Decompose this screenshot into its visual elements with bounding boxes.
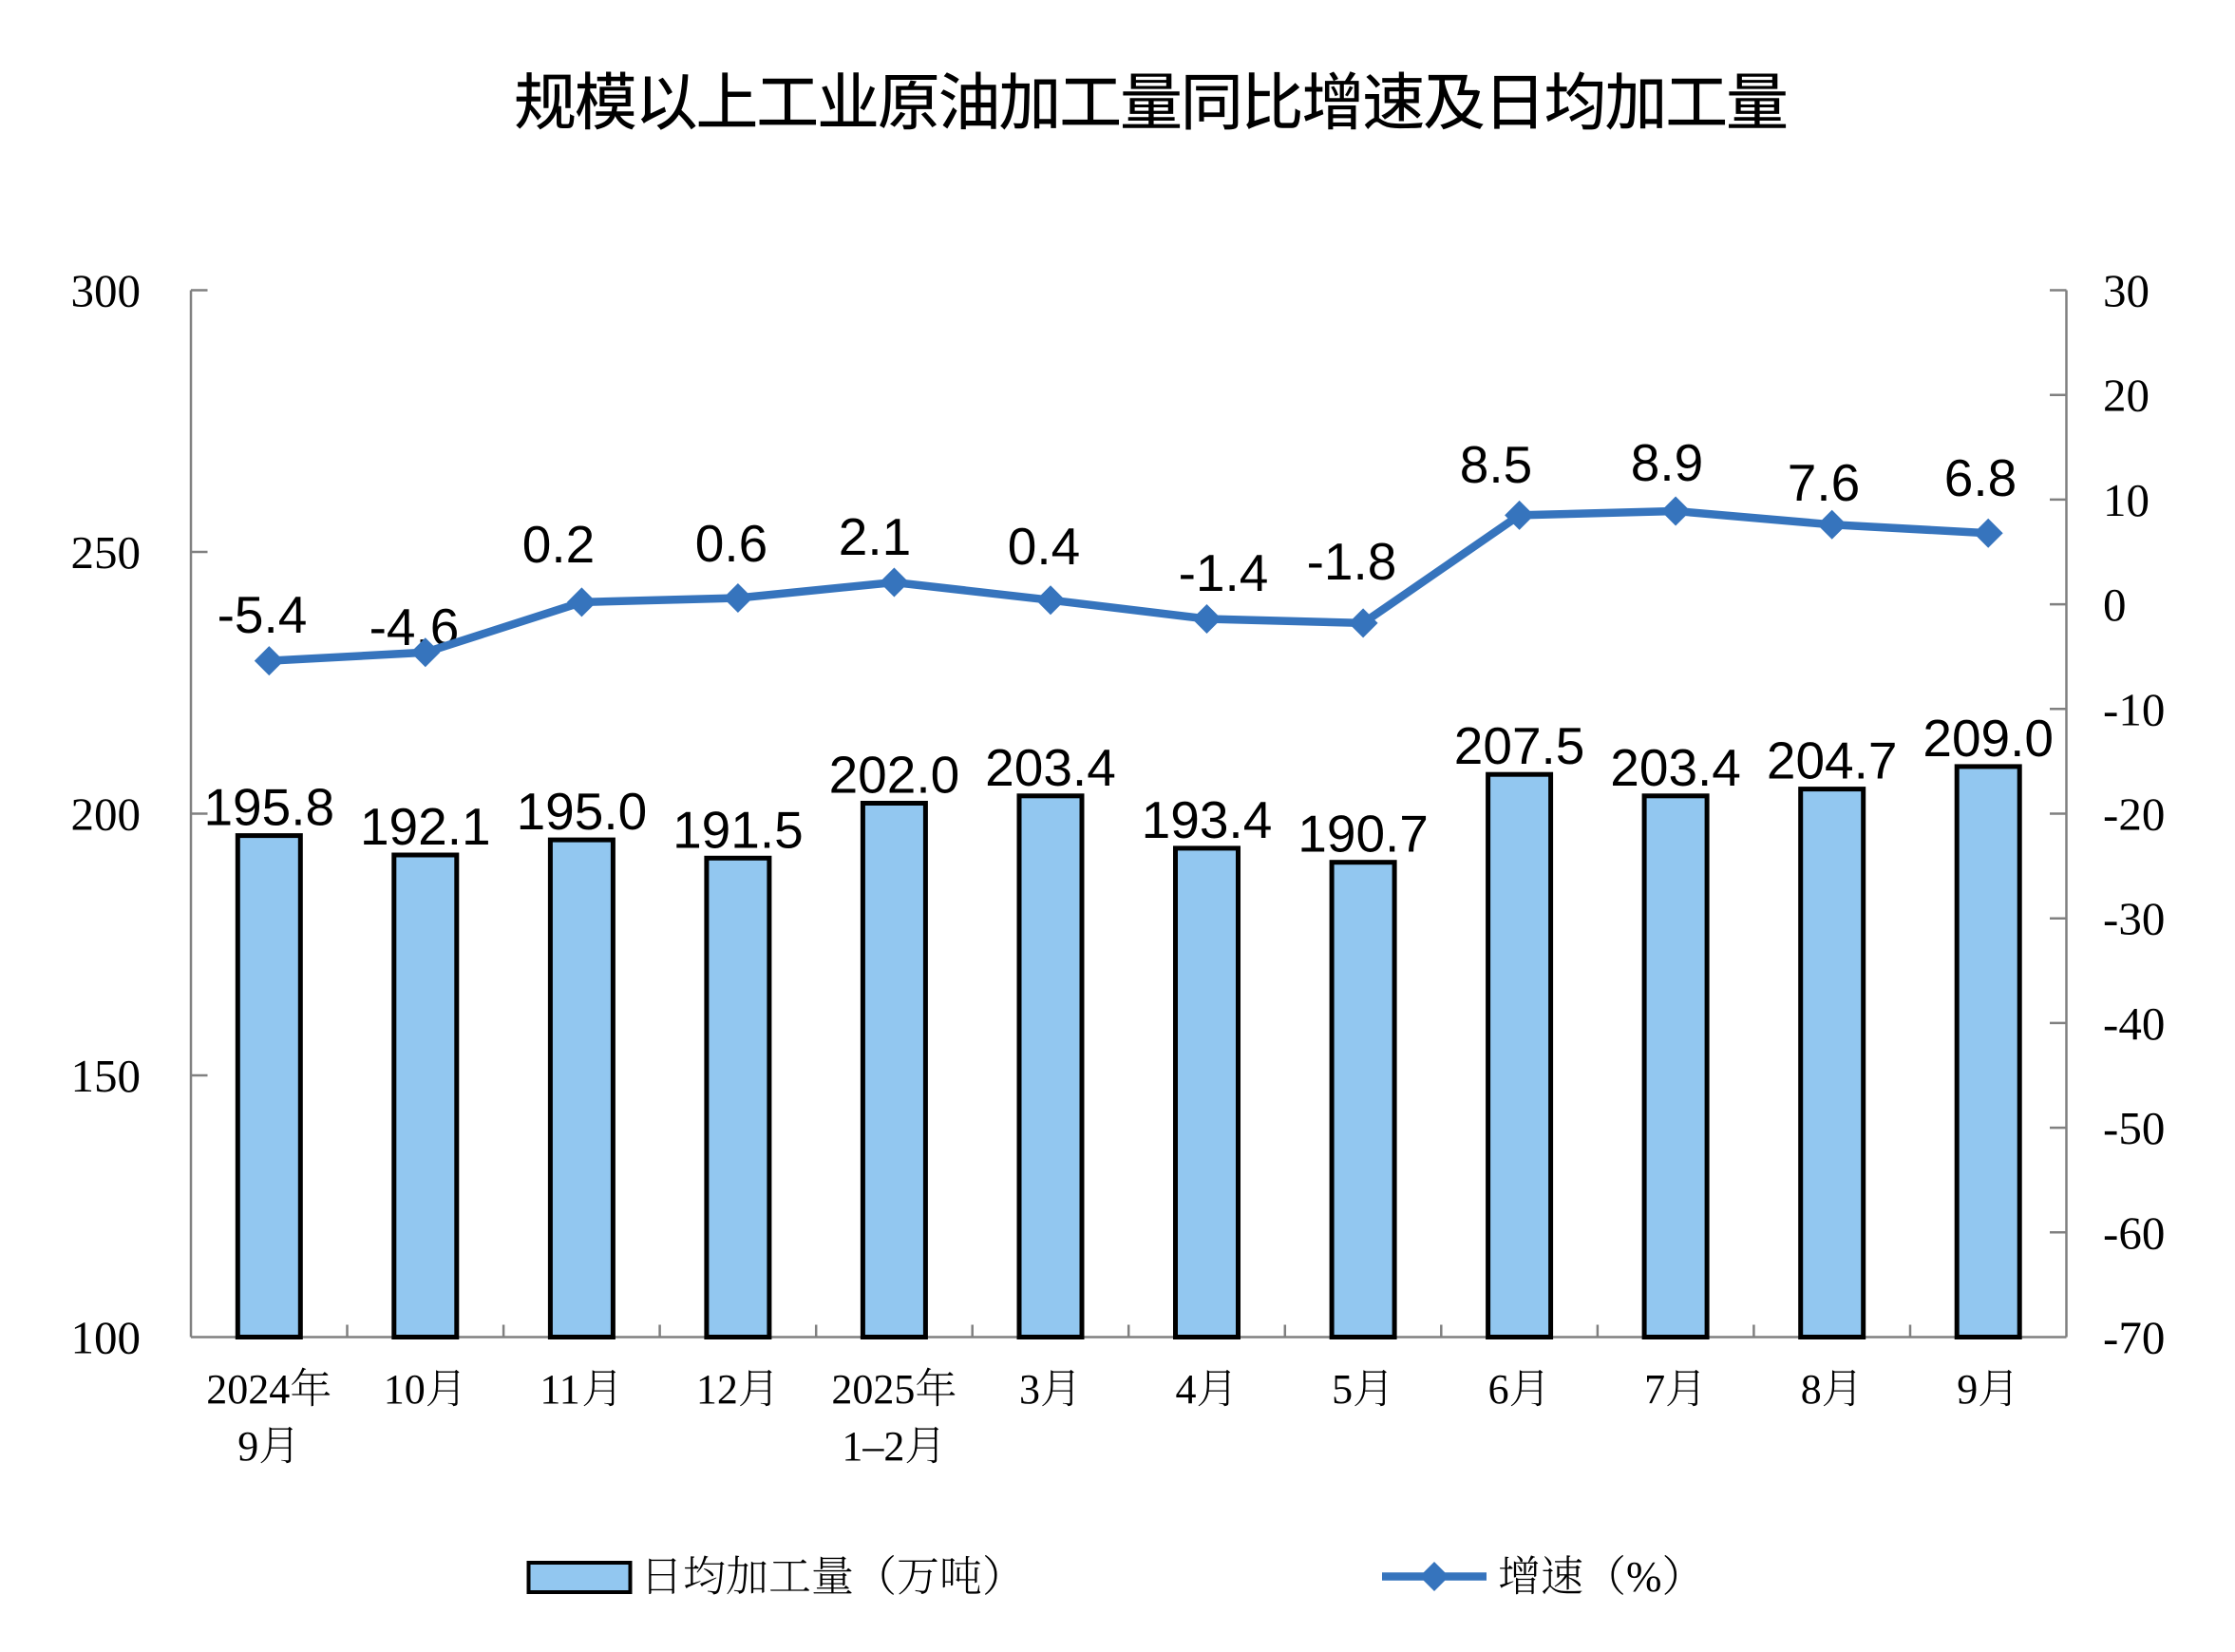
svg-text:9: 9 [1957,1366,1978,1413]
svg-text:4: 4 [1176,1366,1197,1413]
svg-text:2025: 2025 [831,1366,915,1413]
svg-text:7.6: 7.6 [1788,453,1860,512]
svg-text:-30: -30 [2103,893,2165,945]
svg-text:-20: -20 [2103,788,2165,841]
svg-text:6: 6 [1488,1366,1509,1413]
svg-text:-50: -50 [2103,1102,2165,1154]
svg-text:0.4: 0.4 [1008,517,1080,576]
svg-text:209.0: 209.0 [1922,709,2054,768]
svg-text:100: 100 [71,1312,142,1364]
svg-text:195.0: 195.0 [517,782,648,841]
svg-text:200: 200 [71,788,142,841]
svg-text:9: 9 [237,1423,258,1470]
svg-text:%: % [1626,1553,1662,1601]
svg-text:250: 250 [71,526,142,579]
svg-text:2.1: 2.1 [839,507,911,566]
svg-text:12: 12 [696,1366,738,1413]
svg-text:150: 150 [71,1050,142,1102]
svg-text:3: 3 [1019,1366,1040,1413]
svg-text:-70: -70 [2103,1312,2165,1364]
svg-text:11: 11 [540,1366,579,1413]
svg-text:203.4: 203.4 [985,738,1116,797]
svg-text:6.8: 6.8 [1944,448,2017,507]
svg-text:10: 10 [2103,474,2150,526]
svg-text:-5.4: -5.4 [218,585,308,644]
svg-text:0: 0 [2103,579,2127,631]
svg-text:204.7: 204.7 [1767,731,1898,790]
svg-text:30: 30 [2103,265,2150,317]
svg-text:300: 300 [71,265,142,317]
svg-text:203.4: 203.4 [1610,738,1741,797]
svg-text:8.9: 8.9 [1631,433,1703,492]
svg-text:195.8: 195.8 [203,778,334,837]
svg-text:207.5: 207.5 [1454,716,1585,775]
svg-text:0.2: 0.2 [522,515,595,574]
svg-text:8.5: 8.5 [1460,435,1532,494]
svg-text:1–2: 1–2 [842,1423,904,1470]
svg-text:-1.4: -1.4 [1179,543,1269,602]
svg-text:0.6: 0.6 [695,514,767,573]
svg-text:-1.8: -1.8 [1307,532,1397,591]
svg-text:-40: -40 [2103,997,2165,1050]
svg-text:202.0: 202.0 [829,746,960,805]
svg-text:-60: -60 [2103,1206,2165,1259]
svg-text:192.1: 192.1 [360,797,491,856]
svg-text:190.7: 190.7 [1297,805,1429,864]
svg-text:193.4: 193.4 [1142,790,1273,849]
svg-text:191.5: 191.5 [672,800,804,859]
svg-text:7: 7 [1644,1366,1665,1413]
svg-text:5: 5 [1332,1366,1353,1413]
svg-text:20: 20 [2103,370,2150,422]
svg-text:-10: -10 [2103,683,2165,735]
svg-text:10: 10 [384,1366,426,1413]
svg-text:2024: 2024 [206,1366,290,1413]
svg-text:8: 8 [1801,1366,1822,1413]
